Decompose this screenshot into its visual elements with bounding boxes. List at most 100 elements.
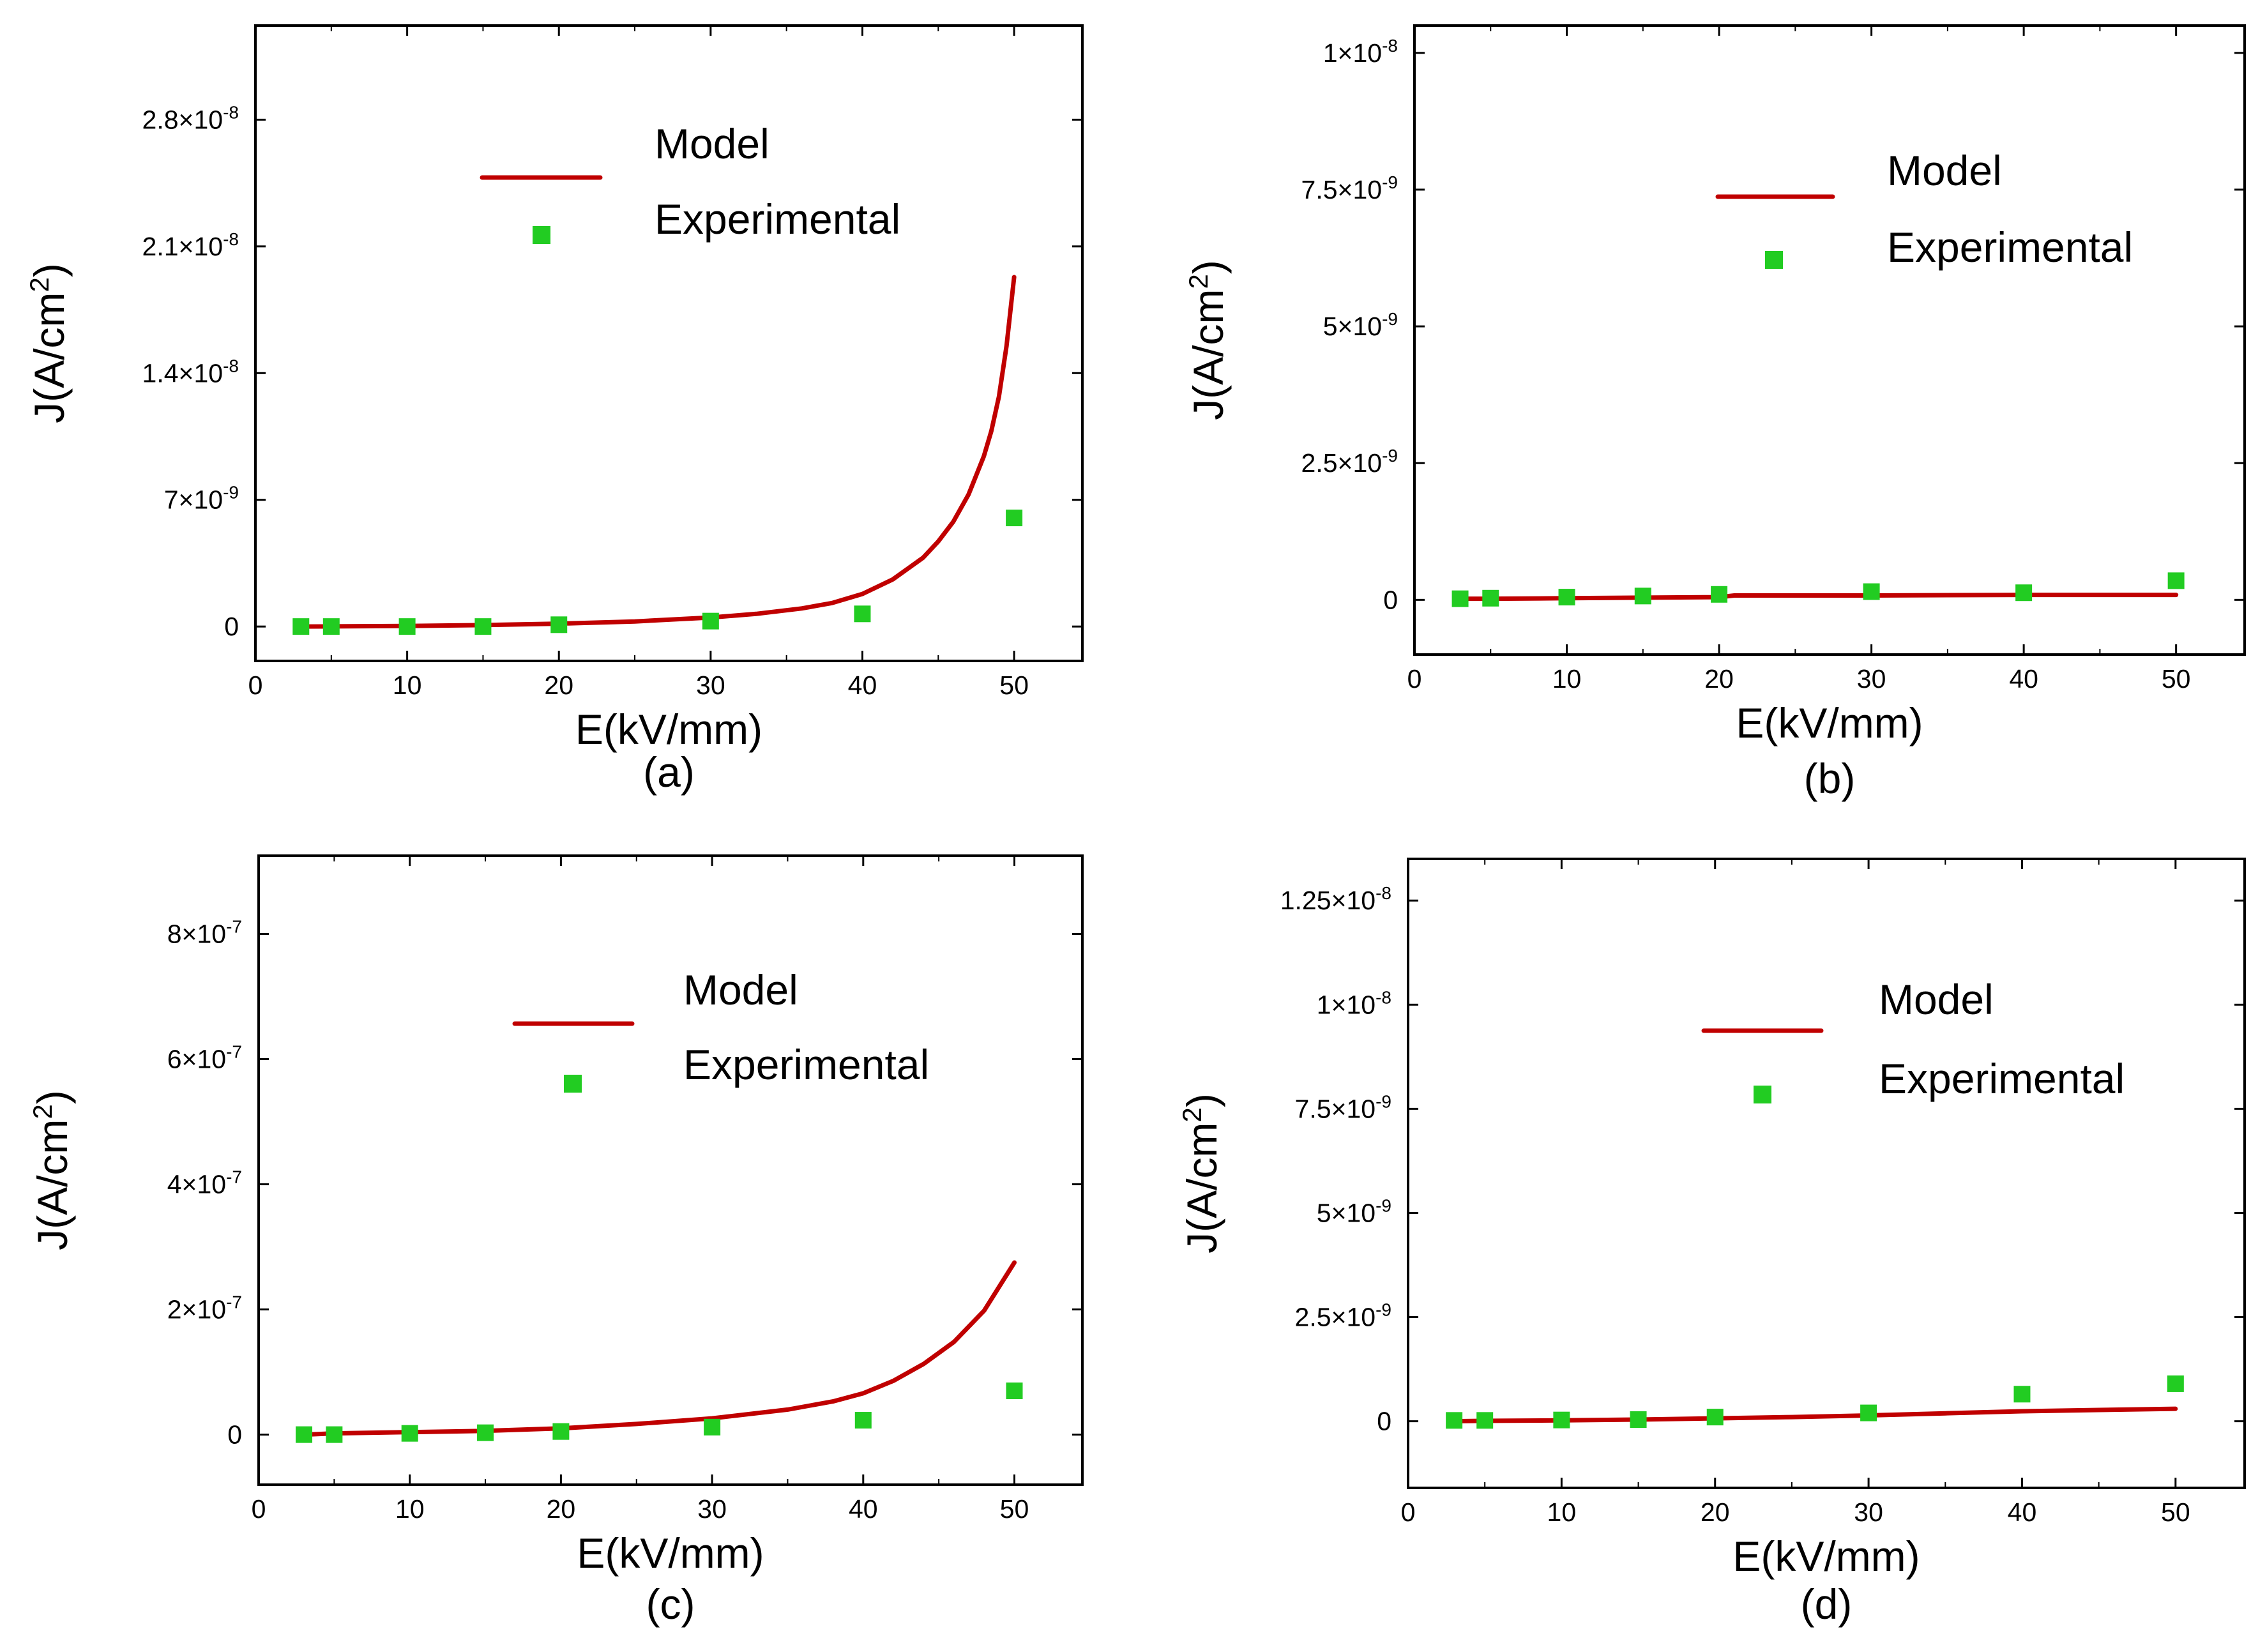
x-tick-label: 20 bbox=[547, 1494, 576, 1524]
experimental-point bbox=[401, 1425, 418, 1442]
y-tick-label: 2.1×10-8 bbox=[142, 229, 239, 261]
x-tick-label: 50 bbox=[2162, 664, 2191, 693]
legend-experimental-label: Experimental bbox=[683, 1041, 929, 1088]
x-tick-label: 50 bbox=[1000, 1494, 1029, 1524]
experimental-point bbox=[1451, 590, 1469, 607]
y-tick-label: 2.5×10-9 bbox=[1295, 1300, 1391, 1332]
experimental-point bbox=[1553, 1411, 1570, 1428]
experimental-point bbox=[322, 618, 340, 635]
x-tick-label: 30 bbox=[697, 1494, 727, 1524]
y-tick-label: 1×10-8 bbox=[1317, 987, 1391, 1019]
experimental-point bbox=[292, 618, 310, 635]
experimental-point bbox=[477, 1424, 494, 1441]
x-tick-label: 20 bbox=[1701, 1497, 1730, 1527]
x-tick-label: 40 bbox=[2009, 664, 2038, 693]
x-tick-label: 30 bbox=[1857, 664, 1886, 693]
x-tick-label: 30 bbox=[1854, 1497, 1883, 1527]
legend-experimental-label: Experimental bbox=[1879, 1055, 2125, 1102]
plot-frame bbox=[254, 24, 1084, 662]
y-tick-label: 2.8×10-8 bbox=[142, 102, 239, 134]
y-tick-label: 1×10-8 bbox=[1323, 36, 1398, 68]
y-tick-label: 0 bbox=[1377, 1407, 1391, 1436]
panel-label: (d) bbox=[1801, 1580, 1853, 1628]
y-axis-title: J(A/cm2) bbox=[24, 263, 73, 423]
x-axis-title: E(kV/mm) bbox=[1732, 1533, 1920, 1580]
x-tick-label: 0 bbox=[248, 671, 263, 700]
experimental-point bbox=[704, 1418, 721, 1436]
experimental-point bbox=[2015, 584, 2033, 602]
y-tick-label: 5×10-9 bbox=[1317, 1195, 1391, 1227]
chart-panel-1: 0 10 20 30 40 50 0 7×10-9 1.4×10-8 2.1×10-8 2.8×10… bbox=[24, 24, 1084, 796]
legend-experimental-marker bbox=[1765, 251, 1783, 269]
legend-model-label: Model bbox=[683, 966, 798, 1013]
x-tick-label: 40 bbox=[2008, 1497, 2037, 1527]
experimental-point bbox=[702, 612, 719, 630]
legend-experimental-marker bbox=[1754, 1086, 1771, 1103]
plot-frame bbox=[1413, 24, 2246, 656]
legend-experimental-label: Experimental bbox=[1887, 224, 2133, 271]
experimental-point bbox=[1006, 510, 1023, 527]
chart-panel-3: 0 10 20 30 40 50 0 2×10-7 4×10-7 6×10-7 8×10-7 E(kV… bbox=[27, 854, 1084, 1628]
model-curve bbox=[301, 1260, 1017, 1437]
model-curve bbox=[298, 275, 1017, 629]
y-axis-title: J(A/cm2) bbox=[1177, 1093, 1225, 1254]
legend-experimental-label: Experimental bbox=[655, 195, 900, 243]
experimental-point bbox=[2167, 1375, 2184, 1392]
experimental-point bbox=[854, 605, 871, 623]
experimental-point bbox=[1711, 586, 1728, 603]
x-tick-label: 10 bbox=[1552, 664, 1582, 693]
legend-experimental-marker bbox=[533, 226, 550, 244]
y-tick-label: 0 bbox=[227, 1420, 242, 1450]
y-tick-label: 6×10-7 bbox=[167, 1042, 242, 1074]
y-tick-label: 2×10-7 bbox=[167, 1292, 242, 1324]
experimental-point bbox=[1863, 583, 1880, 600]
y-tick-label: 1.4×10-8 bbox=[142, 356, 239, 388]
x-tick-label: 40 bbox=[848, 671, 877, 700]
x-tick-label: 10 bbox=[395, 1494, 425, 1524]
experimental-point bbox=[552, 1423, 570, 1440]
y-tick-label: 5×10-9 bbox=[1323, 309, 1398, 341]
x-tick-label: 40 bbox=[849, 1494, 878, 1524]
x-tick-label: 10 bbox=[1547, 1497, 1577, 1527]
y-tick-label: 0 bbox=[1383, 585, 1398, 614]
y-tick-label: 1.25×10-8 bbox=[1280, 883, 1391, 915]
experimental-point bbox=[2013, 1386, 2031, 1403]
plot-frame bbox=[1407, 858, 2246, 1489]
y-tick-label: 7×10-9 bbox=[164, 483, 239, 515]
plot-frame bbox=[257, 854, 1084, 1486]
y-tick-label: 7.5×10-9 bbox=[1301, 172, 1398, 204]
experimental-point bbox=[1482, 589, 1499, 607]
y-axis-title: J(A/cm2) bbox=[27, 1090, 76, 1250]
y-tick-label: 8×10-7 bbox=[167, 917, 242, 949]
legend-model-label: Model bbox=[1887, 147, 2002, 194]
experimental-point bbox=[1630, 1411, 1647, 1428]
panel-label: (c) bbox=[646, 1580, 695, 1628]
experimental-point bbox=[1860, 1404, 1877, 1421]
x-tick-label: 30 bbox=[696, 671, 725, 700]
legend-experimental-marker bbox=[564, 1075, 582, 1093]
x-tick-label: 50 bbox=[2161, 1497, 2190, 1527]
x-axis-title: E(kV/mm) bbox=[1736, 699, 1923, 746]
experimental-point bbox=[1634, 587, 1651, 605]
experimental-point bbox=[854, 1412, 872, 1429]
experimental-point bbox=[296, 1426, 313, 1443]
y-tick-label: 0 bbox=[224, 612, 239, 641]
y-tick-label: 4×10-7 bbox=[167, 1167, 242, 1199]
y-tick-label: 2.5×10-9 bbox=[1301, 446, 1398, 478]
experimental-point bbox=[1006, 1382, 1023, 1399]
x-tick-label: 0 bbox=[1407, 664, 1422, 693]
chart-panel-4: 0 10 20 30 40 50 0 2.5×10-9 5×10-9 7.5×10-9 1×10-8… bbox=[1177, 858, 2246, 1628]
x-tick-label: 50 bbox=[999, 671, 1029, 700]
panel-label: (a) bbox=[643, 748, 695, 796]
legend-model-label: Model bbox=[655, 120, 769, 167]
x-tick-label: 20 bbox=[544, 671, 573, 700]
experimental-point bbox=[474, 618, 492, 635]
experimental-point bbox=[2167, 572, 2185, 589]
x-axis-title: E(kV/mm) bbox=[575, 706, 762, 753]
experimental-point bbox=[1446, 1412, 1463, 1429]
experimental-point bbox=[1706, 1409, 1724, 1426]
y-axis-title: J(A/cm2) bbox=[1183, 260, 1232, 420]
x-tick-label: 20 bbox=[1704, 664, 1734, 693]
panel-label: (b) bbox=[1804, 755, 1856, 802]
